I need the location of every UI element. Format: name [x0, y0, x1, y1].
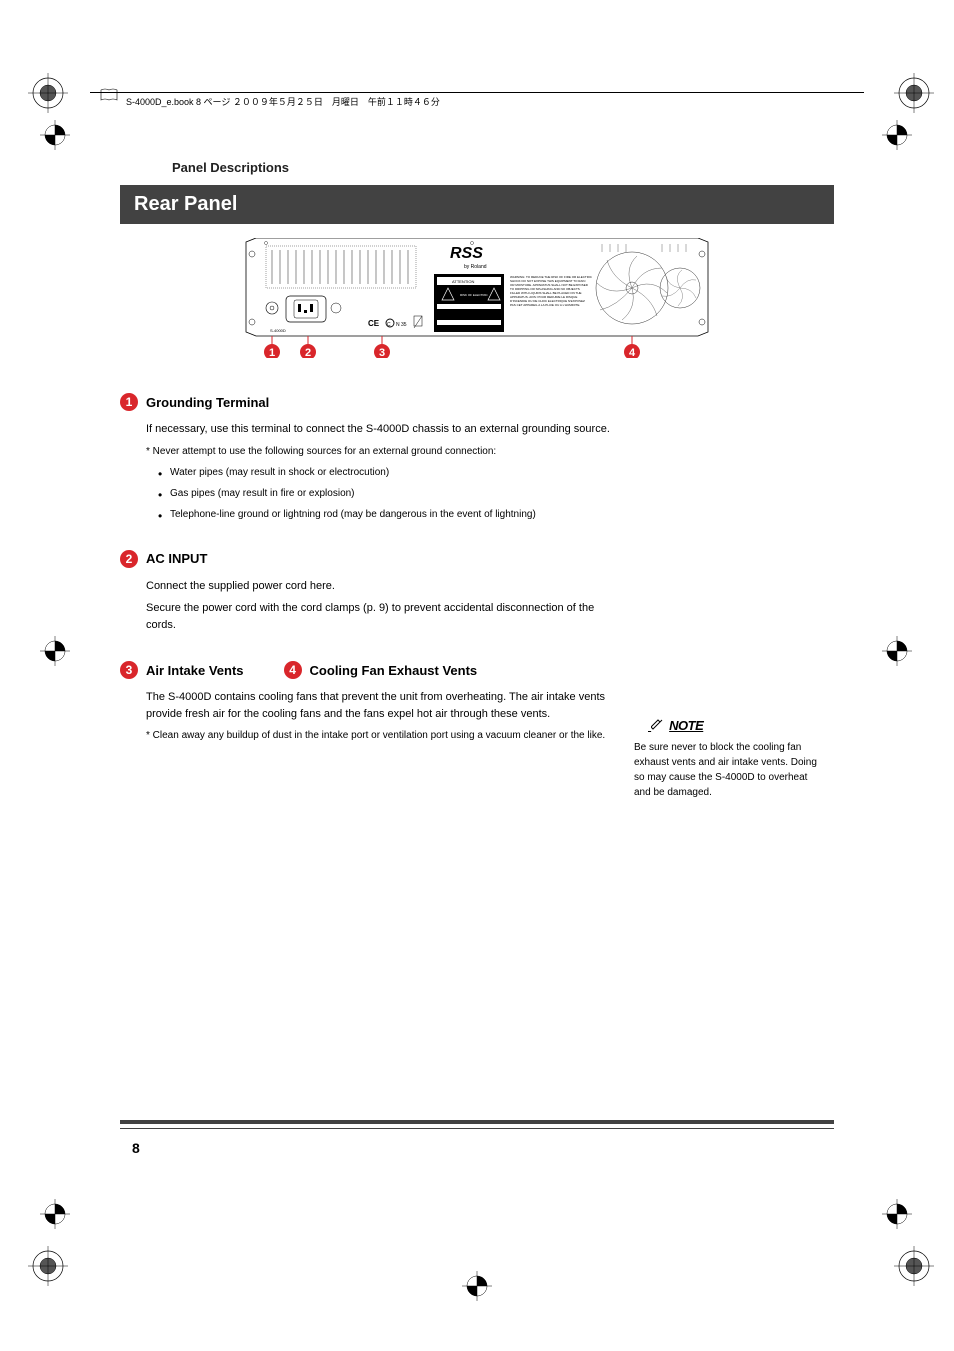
- item-1-bullet: Gas pipes (may result in fire or explosi…: [170, 486, 615, 501]
- item-34-note: * Clean away any buildup of dust in the …: [146, 728, 615, 743]
- model-label: S-4000D: [270, 328, 286, 333]
- item-1-body: If necessary, use this terminal to conne…: [146, 421, 615, 438]
- svg-text:PAS CET APPAREIL A LA PLUIE OU: PAS CET APPAREIL A LA PLUIE OU A L'HUMID…: [510, 303, 580, 307]
- svg-text:3: 3: [379, 347, 385, 358]
- callout-1: 1: [120, 393, 138, 411]
- callout-2: 2: [120, 550, 138, 568]
- reg-mark-br: [894, 1246, 926, 1278]
- item-2-title: AC INPUT: [146, 551, 207, 566]
- svg-text:2: 2: [305, 347, 311, 358]
- footer-rule-thin: [120, 1128, 834, 1129]
- item-grounding: 1 Grounding Terminal If necessary, use t…: [146, 393, 615, 522]
- side-note: NOTE Be sure never to block the cooling …: [634, 716, 822, 800]
- svg-text:by Roland: by Roland: [464, 264, 487, 270]
- reg-cross-ml: [40, 636, 72, 668]
- item-1-bullet: Telephone-line ground or lightning rod (…: [170, 507, 615, 522]
- svg-text:4: 4: [629, 347, 636, 358]
- header-rule: [90, 92, 864, 93]
- item-ac-input: 2 AC INPUT Connect the supplied power co…: [146, 550, 615, 634]
- item-34-body: The S-4000D contains cooling fans that p…: [146, 689, 615, 722]
- svg-text:RISK OF ELECTRIC: RISK OF ELECTRIC: [460, 293, 489, 297]
- item-vents: 3 Air Intake Vents 4 Cooling Fan Exhaust…: [146, 661, 615, 743]
- item-2-body-2: Secure the power cord with the cord clam…: [146, 600, 615, 633]
- svg-text:ATTENTION: ATTENTION: [452, 279, 474, 284]
- section-header: Panel Descriptions: [120, 160, 834, 175]
- page-content: Panel Descriptions Rear Panel: [120, 160, 834, 771]
- svg-text:1: 1: [269, 347, 275, 358]
- title-bar: Rear Panel: [120, 185, 834, 224]
- reg-mark-bl: [28, 1246, 60, 1278]
- svg-text:RSS: RSS: [450, 245, 483, 262]
- book-icon: [100, 88, 118, 107]
- reg-cross-bl: [40, 1199, 72, 1231]
- page-number: 8: [132, 1140, 140, 1156]
- svg-text:N 35: N 35: [396, 322, 407, 328]
- item-3-title: Air Intake Vents: [146, 663, 244, 678]
- content-column: 1 Grounding Terminal If necessary, use t…: [120, 393, 615, 743]
- rear-panel-diagram: S-4000D CE C N 35 RSS by Roland ATTENTIO…: [120, 238, 834, 363]
- note-heading: NOTE: [634, 716, 822, 736]
- reg-cross-tr: [882, 120, 914, 152]
- item-4-title: Cooling Fan Exhaust Vents: [310, 663, 478, 678]
- reg-mark-tl: [28, 73, 60, 105]
- item-2-body-1: Connect the supplied power cord here.: [146, 578, 615, 595]
- svg-text:CE: CE: [368, 319, 380, 328]
- reg-cross-bc: [462, 1271, 494, 1303]
- reg-cross-br: [882, 1199, 914, 1231]
- item-1-title: Grounding Terminal: [146, 395, 269, 410]
- callout-3: 3: [120, 661, 138, 679]
- item-1-bullet: Water pipes (may result in shock or elec…: [170, 465, 615, 480]
- reg-cross-tl: [40, 120, 72, 152]
- footer-rule-thick: [120, 1120, 834, 1124]
- svg-text:C: C: [387, 322, 391, 328]
- note-body: Be sure never to block the cooling fan e…: [634, 740, 822, 800]
- item-1-note: * Never attempt to use the following sou…: [146, 444, 615, 459]
- reg-mark-tr: [894, 73, 926, 105]
- reg-cross-mr: [882, 636, 914, 668]
- callout-4: 4: [284, 661, 302, 679]
- running-header: S-4000D_e.book 8 ページ ２００９年５月２５日 月曜日 午前１１…: [122, 95, 444, 108]
